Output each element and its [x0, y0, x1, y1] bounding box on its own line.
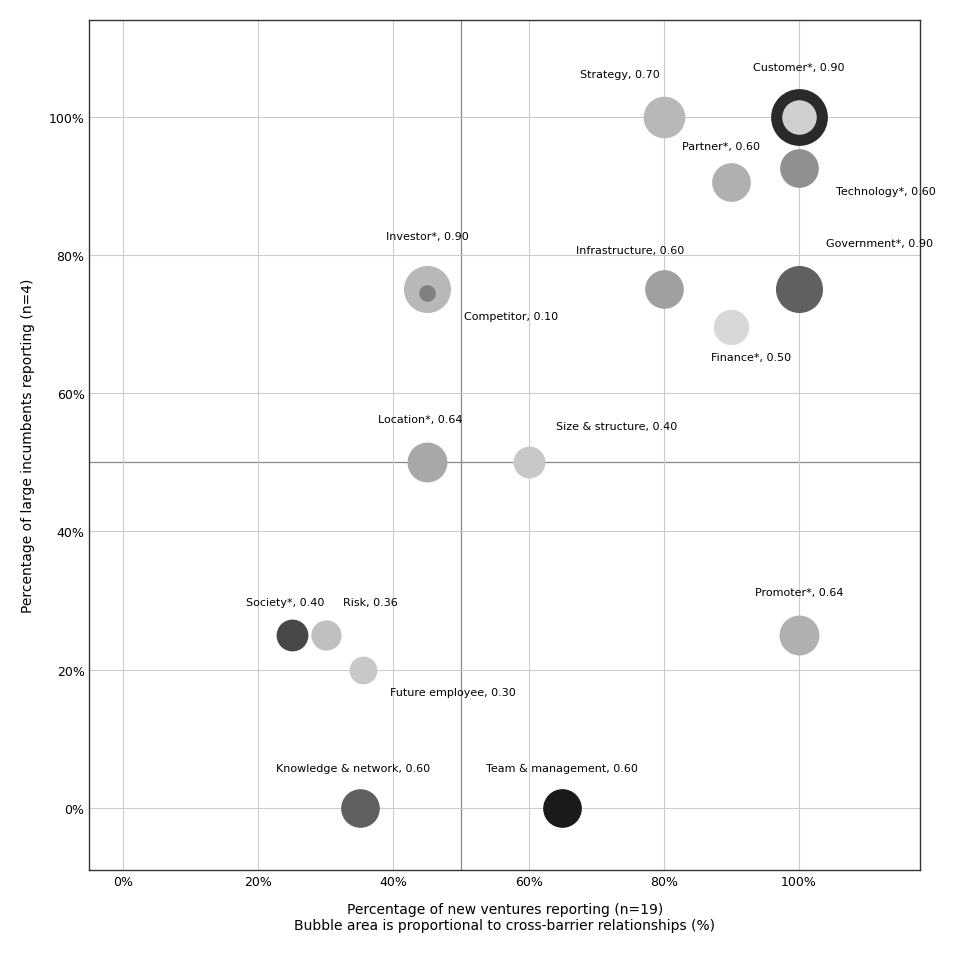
Text: Infrastructure, 0.60: Infrastructure, 0.60: [576, 246, 684, 255]
Point: [285, 628, 300, 643]
Text: Finance*, 0.50: Finance*, 0.50: [711, 353, 791, 363]
Point: [420, 286, 435, 301]
Point: [318, 628, 334, 643]
Text: Competitor, 0.10: Competitor, 0.10: [464, 312, 559, 321]
Text: Promoter*, 0.64: Promoter*, 0.64: [755, 587, 843, 598]
Point: [420, 282, 435, 297]
Text: Customer*, 0.90: Customer*, 0.90: [753, 63, 844, 72]
Point: [724, 175, 739, 191]
Point: [656, 110, 672, 125]
Text: Location*, 0.64: Location*, 0.64: [378, 415, 463, 425]
Point: [420, 456, 435, 471]
Text: Size & structure, 0.40: Size & structure, 0.40: [556, 422, 676, 432]
Text: Future employee, 0.30: Future employee, 0.30: [390, 688, 516, 698]
Text: Team & management, 0.60: Team & management, 0.60: [486, 763, 638, 774]
Text: Risk, 0.36: Risk, 0.36: [343, 598, 398, 608]
Text: Government*, 0.90: Government*, 0.90: [826, 239, 933, 249]
Point: [791, 628, 807, 643]
Text: Strategy, 0.70: Strategy, 0.70: [580, 70, 660, 79]
Point: [791, 162, 807, 177]
Y-axis label: Percentage of large incumbents reporting (n=4): Percentage of large incumbents reporting…: [21, 278, 35, 613]
Point: [521, 456, 537, 471]
Point: [791, 282, 807, 297]
Text: Partner*, 0.60: Partner*, 0.60: [682, 142, 760, 152]
Text: Investor*, 0.90: Investor*, 0.90: [386, 232, 469, 242]
Point: [355, 662, 371, 678]
Point: [791, 110, 807, 125]
Point: [724, 320, 739, 335]
Point: [352, 801, 368, 816]
Text: Knowledge & network, 0.60: Knowledge & network, 0.60: [276, 763, 430, 774]
Text: Technology*, 0.60: Technology*, 0.60: [836, 187, 936, 197]
Text: Society*, 0.40: Society*, 0.40: [246, 598, 324, 608]
X-axis label: Percentage of new ventures reporting (n=19)
Bubble area is proportional to cross: Percentage of new ventures reporting (n=…: [294, 902, 715, 932]
Point: [555, 801, 570, 816]
Point: [656, 282, 672, 297]
